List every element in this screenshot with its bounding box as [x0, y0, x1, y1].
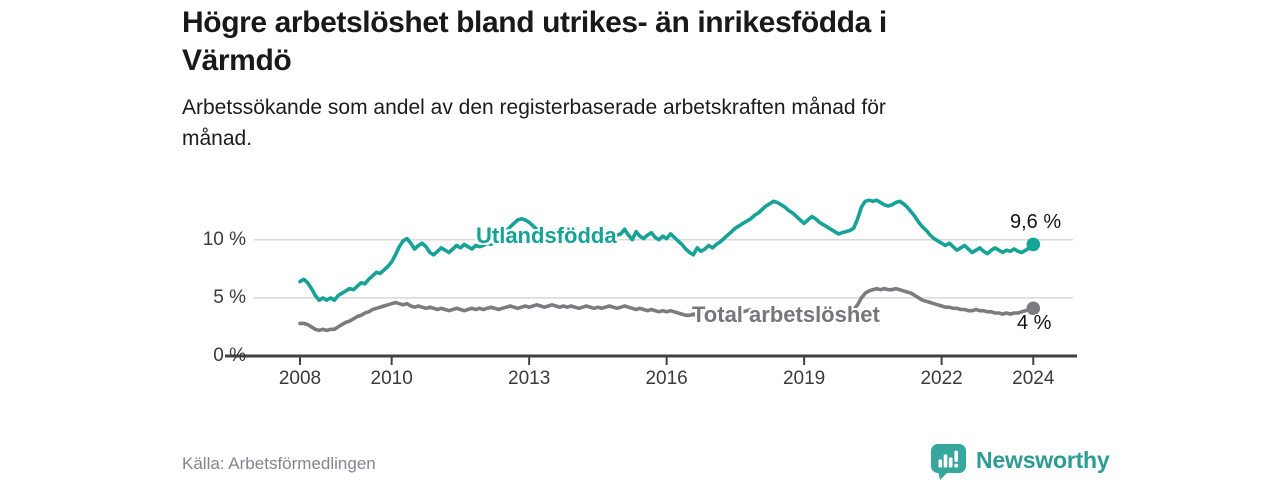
source-note: Källa: Arbetsförmedlingen [182, 454, 376, 473]
x-tick-label: 2013 [508, 368, 551, 389]
newsworthy-bubble-icon [931, 444, 966, 480]
series-line-total [298, 286, 1036, 333]
x-tick-label: 2016 [645, 368, 688, 389]
newsworthy-logo: Newsworthy [930, 443, 1110, 480]
end-value-total: 4 % [1017, 312, 1052, 334]
x-tick-label: 2019 [782, 368, 826, 389]
x-tick-label: 2022 [920, 368, 963, 389]
x-tick-label: 2010 [370, 368, 413, 389]
y-tick-label: 5 % [213, 286, 246, 308]
newsworthy-logo-text: Newsworthy [976, 447, 1110, 473]
y-tick-label: 0 % [213, 345, 246, 366]
series-end-dot [1026, 301, 1041, 316]
page-title: Högre arbetslöshet bland utrikes- än inr… [182, 6, 887, 77]
x-tick-label: 2008 [278, 368, 322, 389]
y-tick-label: 10 % [202, 228, 246, 250]
page-subtitle: Arbetssökande som andel av den registerb… [182, 96, 886, 150]
series-end-dot [1026, 237, 1041, 252]
series-line-utlandsfodda [298, 198, 1036, 303]
series-label-total: Total arbetslöshet [692, 302, 880, 327]
end-value-utlandsfodda: 9,6 % [1010, 211, 1062, 233]
x-tick-label: 2024 [1012, 368, 1055, 389]
series-label-utlandsfodda: Utlandsfödda [476, 223, 617, 248]
